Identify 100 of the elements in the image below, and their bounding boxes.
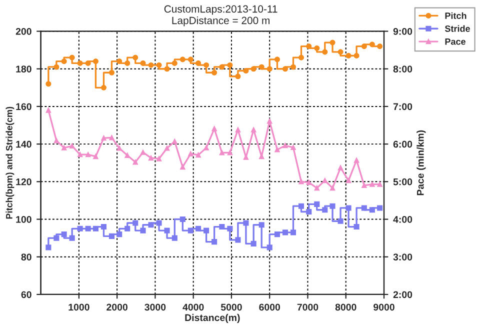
point: [250, 240, 256, 246]
point: [338, 49, 344, 55]
point: [116, 58, 122, 64]
point: [219, 64, 225, 70]
point: [346, 52, 352, 58]
point: [212, 239, 218, 245]
point: [290, 144, 296, 150]
y-tick-label: 200: [16, 28, 32, 35]
point: [306, 44, 312, 50]
y2-tick-label: 7:00: [393, 103, 412, 110]
y-tick-label: 140: [16, 140, 32, 148]
point: [172, 235, 178, 241]
point: [346, 205, 352, 211]
point: [204, 145, 209, 150]
point: [354, 52, 360, 58]
point: [93, 154, 98, 160]
point: [362, 182, 367, 188]
point: [100, 84, 106, 90]
point: [204, 62, 210, 68]
point: [361, 44, 367, 50]
point: [212, 126, 217, 132]
point: [282, 230, 288, 236]
y2-tick-label: 5:00: [393, 178, 412, 186]
y2-tick-label: 6:00: [393, 140, 412, 148]
point: [212, 70, 218, 76]
point: [140, 228, 146, 234]
point: [266, 244, 272, 250]
point: [235, 127, 241, 132]
point: [156, 62, 162, 68]
point: [377, 44, 383, 50]
y2-tick-label: 9:00: [393, 28, 412, 35]
x-tick-label: 6000: [259, 304, 280, 311]
point: [148, 155, 154, 161]
y2-tick-label: 3:00: [393, 254, 412, 260]
point: [196, 60, 202, 66]
y-axis-title: Pitch(bpm) and Stride(cm): [6, 106, 14, 219]
point: [298, 54, 304, 60]
point: [116, 232, 122, 238]
point: [156, 156, 162, 162]
point: [108, 233, 115, 239]
point: [243, 68, 249, 74]
point: [243, 220, 249, 226]
point: [77, 60, 83, 66]
point: [148, 222, 154, 228]
point: [124, 60, 130, 66]
point: [322, 207, 328, 213]
point: [69, 54, 75, 60]
point: [274, 56, 280, 62]
point: [290, 230, 296, 236]
point: [306, 208, 312, 215]
point: [85, 152, 91, 158]
point: [377, 205, 383, 211]
point: [180, 164, 186, 170]
point: [314, 45, 320, 51]
point: [235, 237, 241, 243]
point: [54, 64, 60, 70]
point: [322, 49, 328, 55]
legend-label: Pace: [445, 38, 466, 45]
point: [274, 147, 280, 152]
point: [282, 66, 288, 72]
point: [109, 135, 114, 140]
point: [132, 220, 138, 226]
point: [227, 226, 233, 232]
y-tick-label: 120: [16, 178, 32, 186]
point: [148, 62, 154, 68]
point: [227, 150, 233, 156]
point: [361, 205, 367, 211]
point: [156, 220, 162, 226]
point: [85, 226, 91, 232]
point: [124, 226, 130, 232]
y-tick-label: 180: [16, 66, 32, 72]
point: [180, 56, 186, 62]
x-tick-label: 5000: [220, 304, 242, 311]
point: [196, 152, 201, 158]
x-tick-label: 4000: [182, 304, 204, 311]
point: [290, 64, 296, 70]
point: [330, 203, 336, 209]
point: [314, 201, 320, 207]
point: [330, 40, 336, 46]
point: [46, 81, 52, 87]
point: [204, 228, 210, 234]
point: [235, 74, 241, 80]
y2-axis-title: Pace (min/km): [416, 130, 426, 196]
y2-tick-label: 2:00: [393, 291, 412, 298]
point: [180, 216, 186, 222]
x-tick-label: 8000: [335, 304, 356, 311]
point: [322, 178, 328, 184]
point: [298, 203, 304, 209]
point: [100, 224, 106, 230]
point: [330, 185, 336, 191]
point: [172, 138, 178, 144]
point: [369, 207, 375, 213]
point: [227, 62, 233, 68]
point: [346, 178, 352, 184]
point: [370, 182, 375, 187]
y-tick-label: 160: [16, 103, 32, 110]
point: [306, 180, 312, 186]
x-tick-label: 3000: [144, 304, 166, 311]
point: [164, 228, 170, 234]
x-tick-label: 1000: [68, 304, 90, 311]
